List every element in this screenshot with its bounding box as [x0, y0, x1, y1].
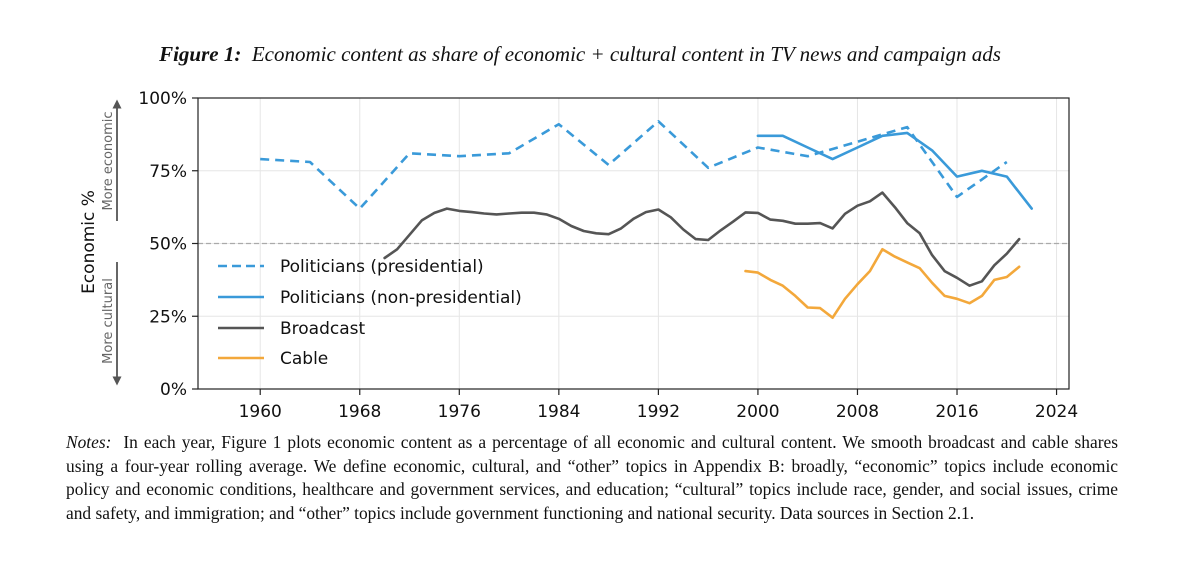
x-tick-label: 1968: [338, 402, 381, 422]
y-axis-label: Economic %: [79, 190, 99, 294]
x-tick-label: 2016: [935, 402, 978, 422]
x-axis-ticks: 1960 1968 1976 1984 1992 2000 2008 2016 2024: [239, 389, 1078, 422]
series-line-politicians-non-presidential: [756, 131, 1033, 210]
x-tick-label: 2008: [836, 402, 879, 422]
x-tick-label: 1960: [239, 402, 282, 422]
series-line-broadcast: [383, 191, 1021, 288]
y-tick-label: 75%: [149, 162, 187, 182]
x-tick-label: 1976: [438, 402, 481, 422]
legend: Politicians (presidential) Politicians (…: [218, 257, 522, 369]
more-economic-annotation: More economic: [101, 111, 116, 210]
y-tick-label: 100%: [138, 89, 187, 109]
y-tick-label: 25%: [149, 307, 187, 327]
legend-label-broadcast: Broadcast: [280, 319, 366, 339]
x-tick-label: 1984: [537, 402, 580, 422]
legend-label-presidential: Politicians (presidential): [280, 257, 484, 277]
series-line-politicians-presidential: [260, 120, 1008, 210]
series-line-cable: [744, 248, 1021, 320]
y-axis-ticks: 0% 25% 50% 75% 100%: [138, 89, 198, 400]
notes-text: In each year, Figure 1 plots economic co…: [66, 432, 1119, 523]
figure-label: Figure 1:: [159, 42, 242, 66]
legend-label-non-presidential: Politicians (non-presidential): [280, 288, 522, 308]
figure-notes: Notes: In each year, Figure 1 plots econ…: [66, 431, 1118, 525]
y-tick-label: 50%: [149, 235, 187, 255]
x-tick-label: 1992: [637, 402, 680, 422]
line-chart: 1960 1968 1976 1984 1992 2000 2008 2016 2024 0% 2…: [79, 89, 1078, 422]
legend-label-cable: Cable: [280, 349, 328, 369]
x-tick-label: 2000: [736, 402, 779, 422]
notes-label: Notes:: [66, 432, 112, 452]
figure-title: Economic content as share of economic + …: [251, 42, 1001, 66]
y-tick-label: 0%: [160, 380, 187, 400]
more-cultural-annotation: More cultural: [101, 278, 116, 364]
x-tick-label: 2024: [1035, 402, 1078, 422]
series-lines: [260, 120, 1033, 320]
figure-caption: Figure 1: Economic content as share of e…: [0, 42, 1160, 67]
